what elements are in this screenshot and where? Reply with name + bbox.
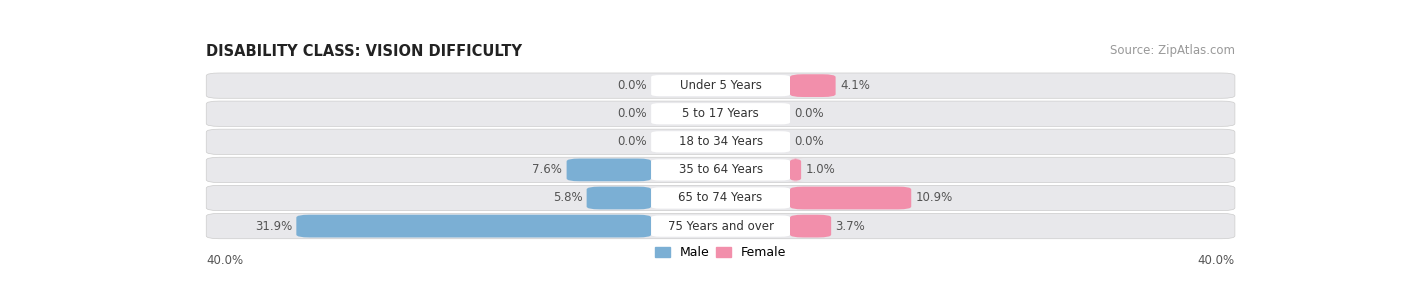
Text: Under 5 Years: Under 5 Years: [679, 79, 762, 92]
Text: 35 to 64 Years: 35 to 64 Years: [679, 164, 762, 176]
Text: 0.0%: 0.0%: [794, 107, 824, 120]
Text: 5.8%: 5.8%: [553, 192, 582, 205]
Text: 4.1%: 4.1%: [839, 79, 870, 92]
FancyBboxPatch shape: [651, 131, 790, 152]
FancyBboxPatch shape: [297, 215, 651, 237]
Text: 0.0%: 0.0%: [794, 135, 824, 148]
Text: 10.9%: 10.9%: [915, 192, 953, 205]
Text: 65 to 74 Years: 65 to 74 Years: [679, 192, 762, 205]
FancyBboxPatch shape: [207, 157, 1234, 182]
FancyBboxPatch shape: [207, 101, 1234, 126]
Text: Source: ZipAtlas.com: Source: ZipAtlas.com: [1109, 43, 1234, 57]
FancyBboxPatch shape: [567, 158, 651, 181]
Text: 7.6%: 7.6%: [533, 164, 562, 176]
FancyBboxPatch shape: [207, 213, 1234, 239]
Text: 18 to 34 Years: 18 to 34 Years: [679, 135, 762, 148]
Text: 40.0%: 40.0%: [1198, 254, 1234, 267]
FancyBboxPatch shape: [207, 185, 1234, 211]
Text: 0.0%: 0.0%: [617, 135, 647, 148]
Text: 3.7%: 3.7%: [835, 219, 865, 233]
FancyBboxPatch shape: [790, 215, 831, 237]
FancyBboxPatch shape: [651, 103, 790, 124]
FancyBboxPatch shape: [651, 216, 790, 237]
Text: 75 Years and over: 75 Years and over: [668, 219, 773, 233]
FancyBboxPatch shape: [651, 75, 790, 96]
Text: 5 to 17 Years: 5 to 17 Years: [682, 107, 759, 120]
Text: 40.0%: 40.0%: [207, 254, 243, 267]
Text: DISABILITY CLASS: VISION DIFFICULTY: DISABILITY CLASS: VISION DIFFICULTY: [207, 43, 522, 58]
FancyBboxPatch shape: [207, 129, 1234, 154]
FancyBboxPatch shape: [790, 187, 911, 209]
Legend: Male, Female: Male, Female: [650, 241, 792, 264]
FancyBboxPatch shape: [651, 187, 790, 209]
Text: 1.0%: 1.0%: [806, 164, 835, 176]
FancyBboxPatch shape: [586, 187, 651, 209]
Text: 0.0%: 0.0%: [617, 107, 647, 120]
FancyBboxPatch shape: [787, 158, 803, 181]
Text: 31.9%: 31.9%: [254, 219, 292, 233]
FancyBboxPatch shape: [207, 73, 1234, 98]
Text: 0.0%: 0.0%: [617, 79, 647, 92]
FancyBboxPatch shape: [790, 74, 835, 97]
FancyBboxPatch shape: [651, 159, 790, 181]
